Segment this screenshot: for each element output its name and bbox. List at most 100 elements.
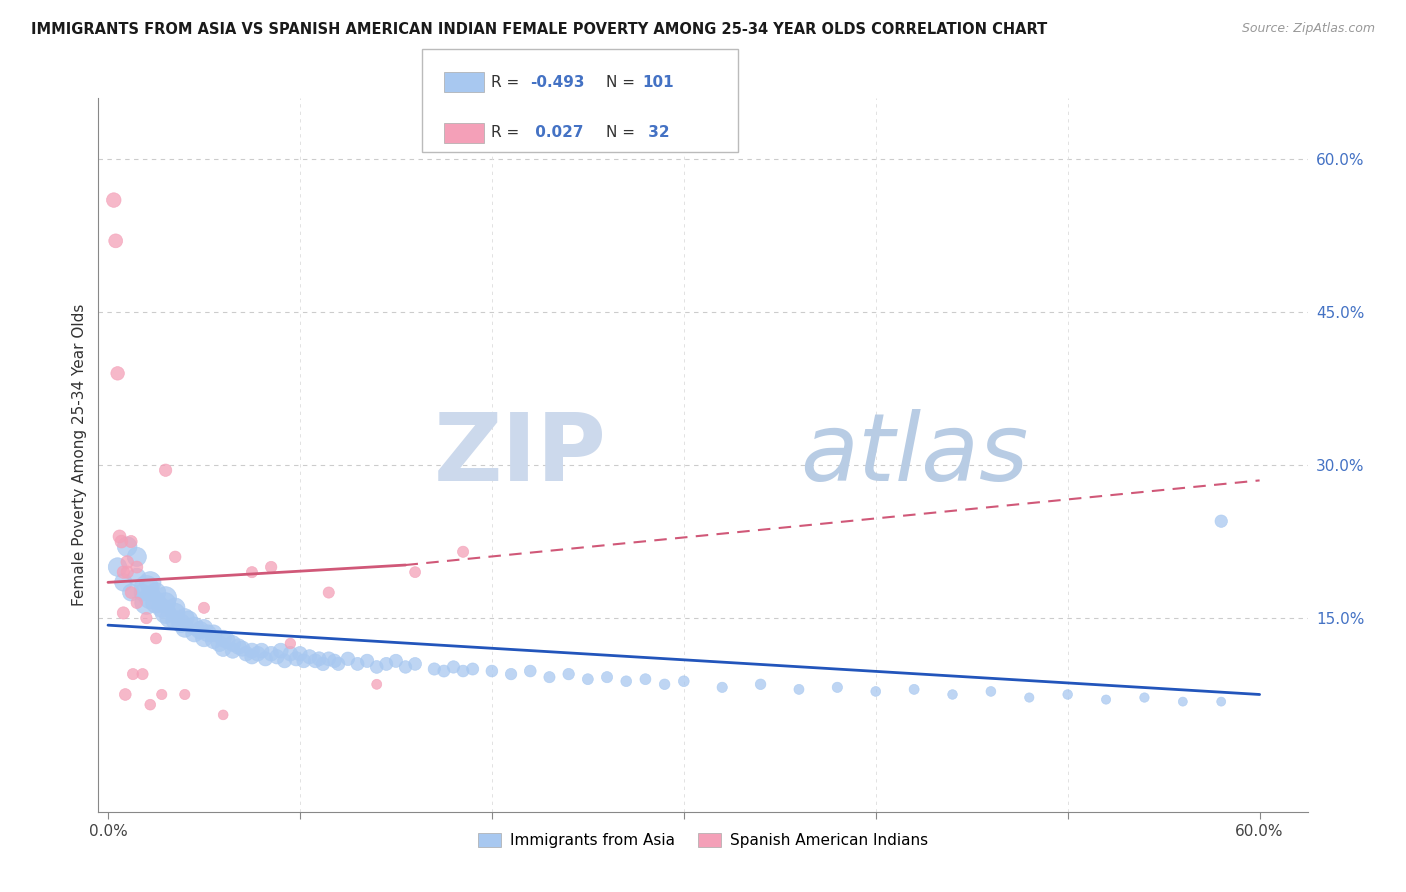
Text: -0.493: -0.493: [530, 75, 585, 89]
Point: [273, 654, 295, 668]
Point: [104, 234, 127, 248]
Point: [208, 636, 231, 650]
Point: [614, 674, 637, 689]
Point: [250, 643, 273, 657]
Point: [150, 600, 173, 615]
Point: [499, 667, 522, 681]
Text: N =: N =: [606, 126, 640, 140]
Point: [254, 652, 277, 666]
Point: [125, 570, 148, 584]
Point: [538, 670, 561, 684]
Point: [150, 688, 173, 702]
Point: [202, 633, 225, 648]
Point: [212, 641, 235, 656]
Point: [1018, 690, 1040, 705]
Point: [188, 624, 211, 638]
Point: [404, 657, 426, 671]
Point: [112, 606, 135, 620]
Point: [107, 367, 129, 381]
Point: [177, 613, 200, 627]
Point: [120, 585, 142, 599]
Point: [308, 652, 330, 666]
Point: [749, 677, 772, 691]
Point: [266, 649, 288, 664]
Point: [288, 647, 311, 661]
Point: [212, 632, 235, 646]
Point: [159, 611, 181, 625]
Point: [135, 611, 157, 625]
Point: [260, 647, 283, 661]
Point: [323, 654, 346, 668]
Point: [280, 636, 302, 650]
Point: [1211, 514, 1233, 528]
Point: [125, 596, 148, 610]
Point: [451, 664, 474, 678]
Point: [443, 660, 465, 674]
Point: [173, 621, 195, 635]
Point: [1211, 695, 1233, 709]
Text: Source: ZipAtlas.com: Source: ZipAtlas.com: [1241, 22, 1375, 36]
Point: [366, 660, 388, 674]
Point: [1133, 690, 1156, 705]
Point: [139, 698, 162, 712]
Point: [318, 652, 340, 666]
Point: [183, 626, 205, 640]
Point: [222, 636, 245, 650]
Point: [215, 633, 238, 648]
Point: [1171, 695, 1194, 709]
Point: [193, 621, 215, 635]
Point: [108, 529, 131, 543]
Point: [433, 664, 456, 678]
Point: [155, 596, 177, 610]
Legend: Immigrants from Asia, Spanish American Indians: Immigrants from Asia, Spanish American I…: [472, 827, 934, 854]
Point: [155, 591, 177, 605]
Text: 101: 101: [643, 75, 673, 89]
Point: [346, 657, 368, 671]
Point: [941, 688, 963, 702]
Point: [634, 672, 657, 686]
Point: [827, 681, 849, 695]
Point: [366, 677, 388, 691]
Point: [461, 662, 484, 676]
Point: [145, 632, 167, 646]
Point: [115, 555, 138, 569]
Point: [112, 575, 135, 590]
Point: [212, 707, 235, 722]
Point: [139, 591, 162, 605]
Point: [228, 640, 250, 654]
Point: [903, 682, 925, 697]
Point: [135, 581, 157, 595]
Point: [170, 616, 193, 631]
Point: [1056, 688, 1078, 702]
Point: [672, 674, 695, 689]
Point: [103, 193, 125, 207]
Point: [596, 670, 619, 684]
Point: [165, 549, 187, 564]
Point: [980, 684, 1002, 698]
Point: [557, 667, 579, 681]
Text: 32: 32: [643, 126, 669, 140]
Point: [240, 565, 263, 579]
Point: [280, 647, 302, 661]
Point: [165, 600, 187, 615]
Point: [107, 560, 129, 574]
Point: [115, 540, 138, 554]
Point: [865, 684, 887, 698]
Point: [375, 657, 398, 671]
Point: [481, 664, 503, 678]
Point: [165, 613, 187, 627]
Point: [270, 643, 292, 657]
Point: [193, 632, 215, 646]
Point: [183, 619, 205, 633]
Point: [260, 560, 283, 574]
Text: IMMIGRANTS FROM ASIA VS SPANISH AMERICAN INDIAN FEMALE POVERTY AMONG 25-34 YEAR : IMMIGRANTS FROM ASIA VS SPANISH AMERICAN…: [31, 22, 1047, 37]
Point: [165, 606, 187, 620]
Point: [197, 626, 219, 640]
Point: [145, 585, 167, 599]
Point: [193, 600, 215, 615]
Point: [120, 534, 142, 549]
Point: [131, 667, 153, 681]
Text: ZIP: ZIP: [433, 409, 606, 501]
Point: [131, 585, 153, 599]
Point: [451, 545, 474, 559]
